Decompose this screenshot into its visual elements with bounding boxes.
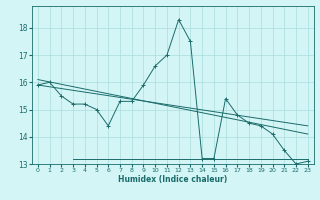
X-axis label: Humidex (Indice chaleur): Humidex (Indice chaleur) [118,175,228,184]
